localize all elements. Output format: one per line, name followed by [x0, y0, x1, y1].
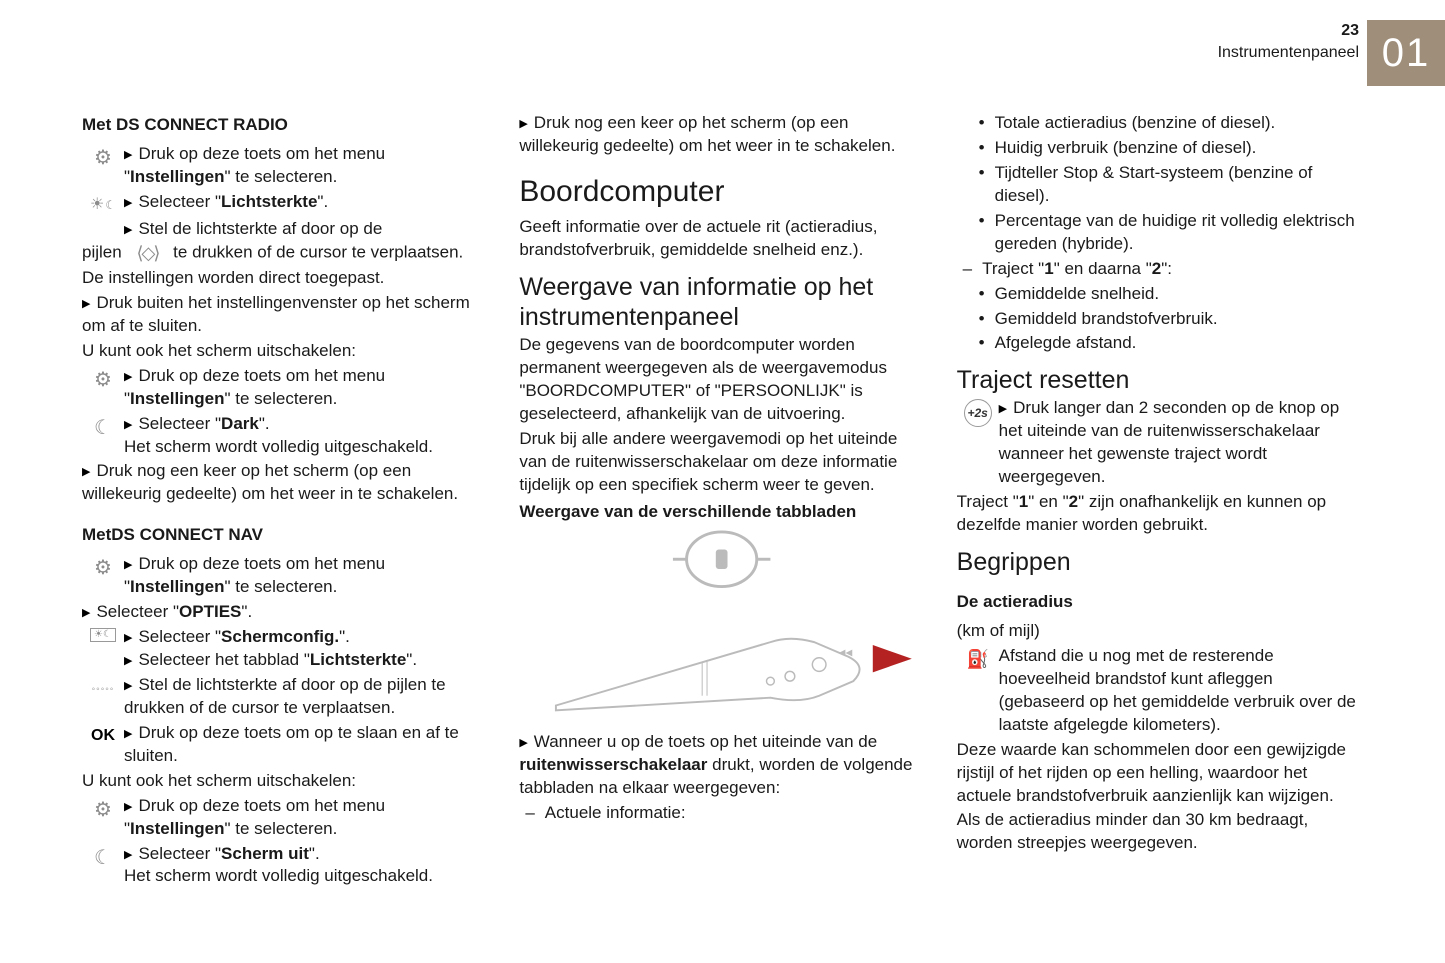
- heading-boordcomputer: Boordcomputer: [519, 172, 924, 213]
- step: +2s Druk langer dan 2 seconden op de kno…: [957, 397, 1362, 489]
- step: Afstand die u nog met de resterende hoev…: [957, 645, 1362, 737]
- list-item: Traject "1" en daarna "2":: [963, 258, 1362, 281]
- list-item: Huidig verbruik (benzine of diesel).: [979, 137, 1362, 160]
- step: Selecteer "Dark". Het scherm wordt volle…: [82, 413, 487, 459]
- heading-begrippen: Begrippen: [957, 547, 1362, 577]
- step-body: Selecteer "Scherm uit". Het scherm wordt…: [124, 843, 487, 889]
- step-text: Selecteer "Lichtsterkte".: [124, 191, 487, 214]
- step-text: Stel de lichtsterkte af door op de pijle…: [124, 674, 487, 720]
- list-item: Percentage van de huidige rit volledig e…: [979, 210, 1362, 256]
- wiper-stalk-illustration: ◂◂: [519, 530, 924, 725]
- paragraph: Druk bij alle andere weergavemodi op het…: [519, 428, 924, 497]
- list-item: Gemiddelde snelheid.: [979, 283, 1362, 306]
- step: Druk op deze toets om op te slaan en af …: [82, 722, 487, 768]
- paragraph: U kunt ook het scherm uitschakelen:: [82, 770, 487, 793]
- heading-tabs: Weergave van de verschillende tabbladen: [519, 501, 924, 524]
- page-number: 23: [1218, 20, 1359, 42]
- step-text: Druk op deze toets om het menu "Instelli…: [124, 553, 487, 599]
- ok-icon: [82, 722, 124, 747]
- step-text: Wanneer u op de toets op het uiteinde va…: [519, 731, 924, 800]
- step-body: Selecteer "Dark". Het scherm wordt volle…: [124, 413, 487, 459]
- step-text: Druk op deze toets om het menu "Instelli…: [124, 143, 487, 189]
- chapter-badge: 01: [1367, 20, 1445, 86]
- step: Selecteer "Lichtsterkte".: [82, 191, 487, 216]
- heading-weergave: Weergave van informatie op het instrumen…: [519, 272, 924, 332]
- svg-text:◂◂: ◂◂: [839, 645, 853, 660]
- sun-moon-icon: [82, 191, 124, 216]
- list-item: Gemiddeld brandstofverbruik.: [979, 308, 1362, 331]
- step-text: Selecteer "Schermconfig.".: [124, 626, 487, 649]
- step-text: Druk op deze toets om op te slaan en af …: [124, 722, 487, 768]
- gear-icon: [82, 795, 124, 824]
- step-text: Druk op deze toets om het menu "Instelli…: [124, 795, 487, 841]
- content-columns: Met DS CONNECT RADIO Druk op deze toets …: [82, 110, 1362, 890]
- step-text: Afstand die u nog met de resterende hoev…: [999, 645, 1362, 737]
- paragraph: U kunt ook het scherm uitschakelen:: [82, 340, 487, 363]
- dots-icon: [82, 674, 124, 699]
- step: ☀☾ Selecteer "Schermconfig.". Selecteer …: [82, 626, 487, 672]
- paragraph: Deze waarde kan schommelen door een gewi…: [957, 739, 1362, 808]
- step: Druk op deze toets om het menu "Instelli…: [82, 365, 487, 411]
- step: Druk op deze toets om het menu "Instelli…: [82, 553, 487, 599]
- paragraph: Traject "1" en "2" zijn onafhankelijk en…: [957, 491, 1362, 537]
- paragraph: Als de actieradius minder dan 30 km bedr…: [957, 809, 1362, 855]
- step: Stel de lichtsterkte af door op de pijle…: [82, 218, 487, 265]
- list-item: Totale actieradius (benzine of diesel).: [979, 112, 1362, 135]
- step-text: Druk nog een keer op het scherm (op een …: [82, 460, 487, 506]
- column-3: Totale actieradius (benzine of diesel). …: [957, 110, 1362, 890]
- step: Stel de lichtsterkte af door op de pijle…: [82, 674, 487, 720]
- paragraph: Het scherm wordt volledig uitgeschakeld.: [124, 436, 487, 459]
- unit-label: (km of mijl): [957, 620, 1362, 643]
- step-text: Stel de lichtsterkte af door op de: [124, 219, 382, 238]
- dash-list: Traject "1" en daarna "2":: [963, 258, 1362, 281]
- moon-icon: [82, 843, 124, 872]
- heading-reset: Traject resetten: [957, 365, 1362, 395]
- step: Druk op deze toets om het menu "Instelli…: [82, 795, 487, 841]
- column-1: Met DS CONNECT RADIO Druk op deze toets …: [82, 110, 487, 890]
- label: pijlen: [82, 242, 122, 261]
- list-item: Tijdteller Stop & Start-systeem (benzine…: [979, 162, 1362, 208]
- bullet-list: Gemiddelde snelheid. Gemiddeld brandstof…: [979, 283, 1362, 356]
- dash-list: Actuele informatie:: [525, 802, 924, 825]
- gear-icon: [82, 365, 124, 394]
- page-meta: 23 Instrumentenpaneel: [1218, 20, 1359, 63]
- paragraph: De gegevens van de boordcomputer worden …: [519, 334, 924, 426]
- page-section: Instrumentenpaneel: [1218, 42, 1359, 64]
- column-2: Druk nog een keer op het scherm (op een …: [519, 110, 924, 890]
- heading-nav: MetDS CONNECT NAV: [82, 524, 487, 547]
- step-text: Druk buiten het instellingenvenster op h…: [82, 292, 487, 338]
- arrows-icon: ⟨◇⟩: [126, 241, 168, 265]
- gear-icon: [82, 143, 124, 172]
- gear-icon: [82, 553, 124, 582]
- step: Druk op deze toets om het menu "Instelli…: [82, 143, 487, 189]
- step-text: Selecteer "OPTIES".: [82, 601, 487, 624]
- step-text: Selecteer het tabblad "Lichtsterkte".: [124, 649, 487, 672]
- heading-actieradius: De actieradius: [957, 591, 1362, 614]
- step-text: Druk langer dan 2 seconden op de knop op…: [999, 397, 1362, 489]
- list-item: Afgelegde afstand.: [979, 332, 1362, 355]
- step-text: Druk op deze toets om het menu "Instelli…: [124, 365, 487, 411]
- paragraph: Het scherm wordt volledig uitgeschakeld.: [124, 865, 487, 888]
- heading-radio: Met DS CONNECT RADIO: [82, 114, 487, 137]
- step: Selecteer "Scherm uit". Het scherm wordt…: [82, 843, 487, 889]
- screen-icon: ☀☾: [82, 626, 124, 642]
- fuel-icon: [957, 645, 999, 672]
- step-text: Selecteer "Dark".: [124, 413, 487, 436]
- bullet-list: Totale actieradius (benzine of diesel). …: [979, 112, 1362, 256]
- step-text: Druk nog een keer op het scherm (op een …: [519, 112, 924, 158]
- step-text: Selecteer "Scherm uit".: [124, 843, 487, 866]
- timer-2s-icon: +2s: [957, 397, 999, 427]
- list-item: Actuele informatie:: [525, 802, 924, 825]
- moon-icon: [82, 413, 124, 442]
- paragraph: De instellingen worden direct toegepast.: [82, 267, 487, 290]
- paragraph: Geeft informatie over de actuele rit (ac…: [519, 216, 924, 262]
- page-header: 23 Instrumentenpaneel 01: [1218, 20, 1445, 86]
- label: te drukken of de cursor te verplaatsen.: [173, 242, 463, 261]
- step-body: Selecteer "Schermconfig.". Selecteer het…: [124, 626, 487, 672]
